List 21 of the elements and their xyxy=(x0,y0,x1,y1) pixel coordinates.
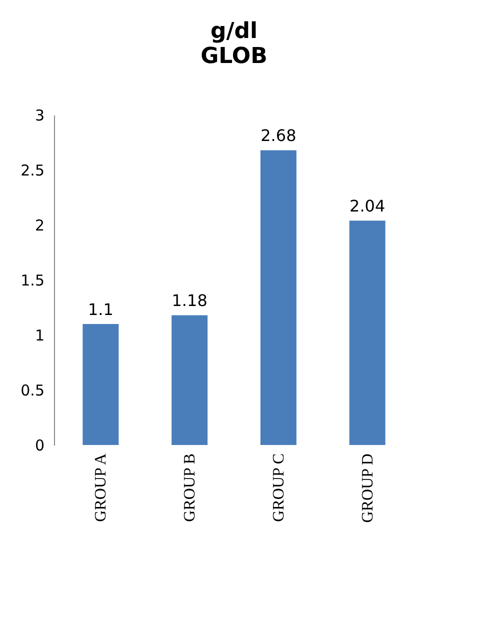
y-tick-label: 2 xyxy=(34,216,44,234)
x-tick-label: GROUP B xyxy=(182,454,199,522)
data-label: 2.68 xyxy=(260,126,296,146)
x-tick-label: GROUP A xyxy=(92,453,110,522)
x-tick-label: GROUP D xyxy=(359,454,376,523)
data-label: 1.18 xyxy=(172,291,208,310)
bar xyxy=(82,324,119,445)
y-tick-label: 2.5 xyxy=(20,162,44,180)
y-tick-label: 0 xyxy=(34,436,44,454)
bar xyxy=(172,315,208,445)
y-tick-label: 3 xyxy=(34,106,44,124)
y-tick-label: 1 xyxy=(34,326,44,344)
chart-title: g/dl xyxy=(210,19,258,44)
x-tick-label: GROUP C xyxy=(270,454,288,522)
chart-subtitle: GLOB xyxy=(200,44,268,69)
bar xyxy=(260,150,296,445)
data-label: 2.04 xyxy=(350,196,386,216)
y-tick-label: 1.5 xyxy=(20,272,44,290)
y-tick-label: 0.5 xyxy=(20,382,44,400)
bar xyxy=(349,220,386,445)
data-label: 1.1 xyxy=(88,300,114,319)
